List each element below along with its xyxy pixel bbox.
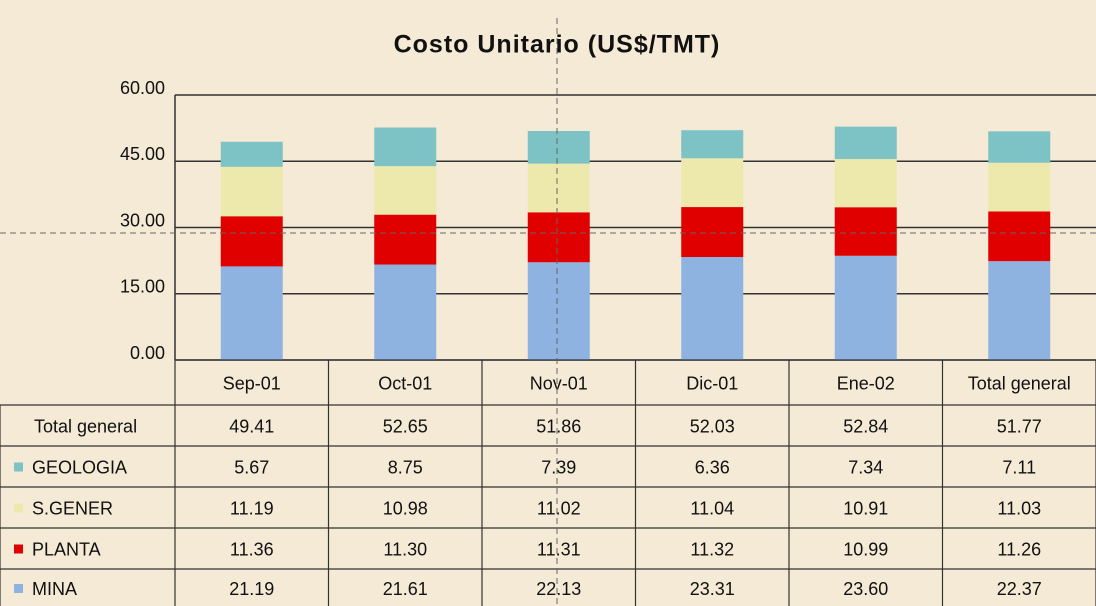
plot: 0.00 15.00 30.00 45.00 60.00 Sep-01 Oct-01 Nov-… [0,78,1096,606]
table-value: 5.67 [234,457,269,477]
table-value: 7.11 [1002,457,1036,477]
bar-segment [527,130,590,164]
bar-segment [988,162,1051,212]
row-label: Total general [34,416,137,436]
table-value: 10.91 [843,498,888,518]
table-value: 23.60 [843,579,888,599]
legend-key [14,503,23,513]
bar-segment [220,266,283,360]
bar-segment [834,207,897,256]
bar-segment [374,264,437,360]
y-tick-label: 30.00 [120,210,165,230]
total-value: 52.84 [843,416,888,436]
legend-label: S.GENER [32,498,113,518]
table-value: 11.31 [537,539,581,559]
table-value: 11.32 [690,539,734,559]
bar-segment [374,166,437,215]
table-value: 11.36 [230,539,274,559]
bar-segment [527,212,590,263]
legend-label: GEOLOGIA [32,457,127,477]
bar-segment [681,158,744,208]
bar-segment [988,131,1051,163]
bar-segment [527,262,590,360]
table-value: 22.37 [997,579,1042,599]
bar-segment [220,216,283,267]
table-value: 11.03 [997,498,1041,518]
table-value: 6.36 [695,457,730,477]
legend-key [14,462,23,472]
bar-segment [220,166,283,217]
total-value: 49.41 [229,416,274,436]
bar-segment [374,214,437,265]
y-tick-label: 45.00 [120,144,165,164]
bar-segment [988,261,1051,360]
table-value: 8.75 [388,457,423,477]
table-value: 11.04 [690,498,734,518]
y-tick-label: 60.00 [120,78,165,98]
category-label: Total general [968,373,1071,393]
category-label: Ene-02 [837,373,895,393]
table-value: 11.19 [230,498,274,518]
chart-title: Costo Unitario (US$/TMT) [394,31,721,59]
table-value: 22.13 [536,579,581,599]
table-value: 10.98 [383,498,428,518]
table-value: 11.02 [537,498,581,518]
total-value: 52.65 [383,416,428,436]
table-value: 21.19 [229,579,274,599]
legend-label: PLANTA [32,539,101,559]
bar-segment [834,159,897,208]
bar-segment [834,126,897,160]
table-value: 7.34 [848,457,883,477]
bar-segment [527,163,590,213]
category-label: Oct-01 [378,373,432,393]
category-label: Dic-01 [686,373,738,393]
table-value: 10.99 [843,539,888,559]
legend-label: MINA [32,579,77,599]
bar-segment [681,130,744,159]
bar-segment [220,141,283,167]
y-tick-label: 0.00 [130,343,165,363]
legend-key [14,584,23,593]
bar-segment [988,211,1051,262]
total-value: 51.86 [536,416,581,436]
table-value: 23.31 [690,579,735,599]
legend-key [14,544,23,554]
table-value: 11.26 [997,539,1041,559]
total-value: 51.77 [997,416,1042,436]
bar-segment [681,257,744,360]
y-tick-label: 15.00 [120,277,165,297]
category-label: Nov-01 [530,373,588,393]
table-value: 7.39 [541,457,576,477]
total-value: 52.03 [690,416,735,436]
table-value: 21.61 [383,579,428,599]
bar-segment [374,127,437,167]
bar-segment [834,255,897,360]
category-label: Sep-01 [223,373,281,393]
table-value: 11.30 [383,539,427,559]
bar-segment [681,207,744,258]
